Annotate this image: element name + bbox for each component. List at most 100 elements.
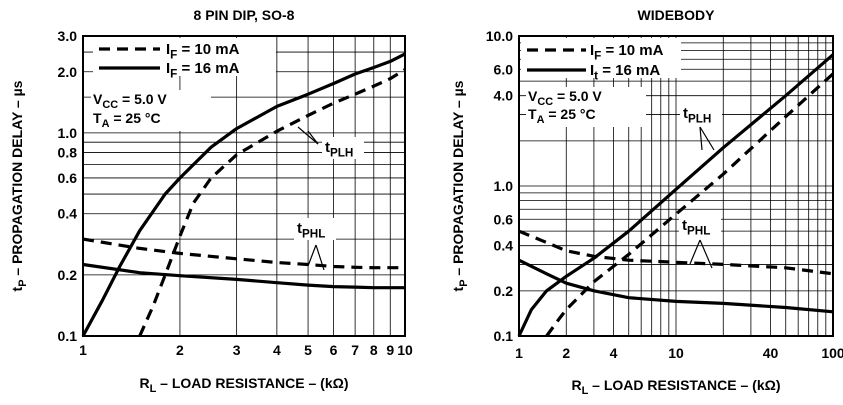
legend-label: IF = 10 mA <box>590 42 664 63</box>
legend-label-sub: F <box>170 49 177 62</box>
chart-title: WIDEBODY <box>638 7 716 23</box>
x-tick-label: 10 <box>397 342 413 358</box>
x-tick-label: 1 <box>515 345 523 361</box>
annotation-phl-sub: PHL <box>302 228 325 241</box>
series-tplh-dashed <box>138 68 406 337</box>
legend-label-rest: = 10 mA <box>601 42 663 59</box>
annotation-bg <box>294 218 336 240</box>
legend-label-sub: F <box>170 68 177 81</box>
x-axis-label-main: R <box>571 377 581 393</box>
condition-label: TA = 25 °C <box>528 106 596 126</box>
y-tick-label: 10.0 <box>486 28 513 44</box>
x-tick-label: 40 <box>763 345 779 361</box>
annotation-leader <box>307 244 317 267</box>
x-axis-label-sub: L <box>150 383 157 395</box>
condition-label-sub: A <box>537 114 545 126</box>
chart-title: 8 PIN DIP, SO-8 <box>194 7 295 23</box>
annotation-bg <box>679 215 721 237</box>
legend-label-main: I <box>166 60 170 77</box>
annotation-leader <box>699 126 703 151</box>
legend-label-main: I <box>166 41 170 58</box>
x-tick-label: 3 <box>233 342 241 358</box>
condition-label-rest: = 25 °C <box>544 106 595 122</box>
legend-label: IF = 16 mA <box>166 60 240 81</box>
y-axis-label-main: t <box>9 286 25 291</box>
legend-label: It = 16 mA <box>590 62 660 83</box>
condition-label-sub: A <box>102 118 110 130</box>
condition-label-sub: CC <box>102 99 118 111</box>
condition-label-main: V <box>528 88 538 104</box>
x-tick-label: 100 <box>821 345 843 361</box>
condition-label: VCC = 5.0 V <box>528 88 602 108</box>
y-tick-label: 0.4 <box>58 206 78 222</box>
x-tick-label: 1 <box>79 342 87 358</box>
series-tplh-dashed <box>545 72 835 337</box>
y-tick-label: 2.0 <box>58 64 78 80</box>
x-tick-label: 4 <box>610 345 618 361</box>
legend-label: IF = 10 mA <box>166 41 240 62</box>
legend-label-rest: = 16 mA <box>177 60 239 77</box>
y-axis-label-rest: – PROPAGATION DELAY – µs <box>450 80 466 279</box>
y-tick-label: 0.8 <box>58 145 78 161</box>
condition-label-main: T <box>528 106 537 122</box>
legend-label-main: I <box>590 42 594 59</box>
x-tick-label: 10 <box>668 345 684 361</box>
legend-label-sub: t <box>594 70 598 83</box>
y-tick-label: 1.0 <box>58 125 78 141</box>
y-tick-label: 0.6 <box>494 211 514 227</box>
x-tick-label: 2 <box>176 342 184 358</box>
series-tphl-dashed <box>518 229 834 276</box>
y-tick-label: 3.0 <box>58 28 78 44</box>
y-axis-label-rest: – PROPAGATION DELAY – µs <box>9 80 25 279</box>
series-tphl-solid <box>518 258 834 314</box>
x-axis-label-rest: – LOAD RESISTANCE – (kΩ) <box>588 377 780 393</box>
legend-box <box>93 38 276 76</box>
y-axis-label-sub: P <box>458 279 470 286</box>
condition-label-rest: = 5.0 V <box>118 91 167 107</box>
conditions-box <box>91 90 211 131</box>
annotation-phl: tPHL <box>682 217 710 238</box>
annotation-leader <box>307 130 319 145</box>
x-axis-label-main: R <box>139 375 149 391</box>
y-axis-label: tP – PROPAGATION DELAY – µs <box>9 80 29 291</box>
y-tick-label: 0.2 <box>58 267 78 283</box>
y-axis-label: tP – PROPAGATION DELAY – µs <box>450 80 470 291</box>
y-axis-label-main: t <box>450 286 466 291</box>
grid-lines <box>83 36 405 336</box>
x-tick-label: 2 <box>562 345 570 361</box>
series-tplh-solid <box>81 52 406 337</box>
condition-label-sub: CC <box>537 96 553 108</box>
legend-label-main: I <box>590 62 594 79</box>
x-axis-label: RL – LOAD RESISTANCE – (kΩ) <box>571 377 780 397</box>
annotation-plh-sub: PLH <box>330 147 353 160</box>
y-axis-label-sub: P <box>17 279 29 286</box>
annotation-plh-main: t <box>325 139 330 156</box>
series-tplh-solid <box>517 53 835 337</box>
annotation-plh: tPLH <box>683 105 711 126</box>
x-axis-label-rest: – LOAD RESISTANCE – (kΩ) <box>156 375 348 391</box>
annotation-plh-main: t <box>683 105 688 122</box>
series-group <box>81 52 406 337</box>
annotation-bg <box>680 103 722 125</box>
x-tick-label: 4 <box>273 342 281 358</box>
x-tick-label: 5 <box>304 342 312 358</box>
x-axis-label-sub: L <box>582 385 589 397</box>
series-tphl-solid <box>82 262 405 290</box>
annotation-plh: tPLH <box>325 139 353 160</box>
x-axis-label: RL – LOAD RESISTANCE – (kΩ) <box>139 375 348 395</box>
y-tick-label: 6.0 <box>494 61 514 77</box>
x-tick-label: 9 <box>386 342 394 358</box>
y-tick-label: 0.1 <box>494 328 514 344</box>
plot-frame <box>82 35 406 337</box>
condition-label-main: T <box>93 110 102 126</box>
conditions-box <box>526 87 646 127</box>
annotation-leader <box>699 126 715 151</box>
condition-label: VCC = 5.0 V <box>93 91 167 111</box>
grid-lines <box>519 36 833 336</box>
y-tick-label: 0.1 <box>58 328 78 344</box>
annotation-phl: tPHL <box>297 220 325 241</box>
